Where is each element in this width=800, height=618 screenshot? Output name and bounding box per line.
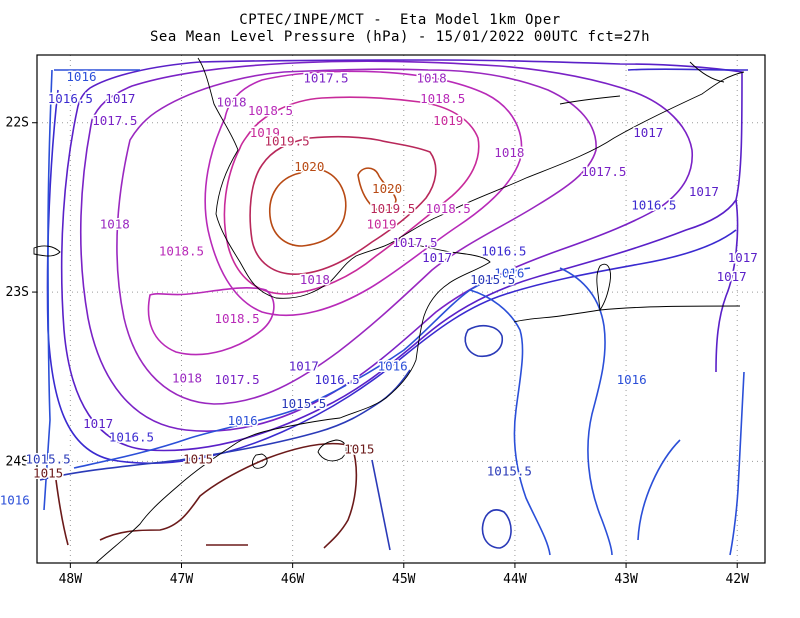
x-tick-label: 44W bbox=[503, 572, 527, 587]
contour-label: 1016.5 bbox=[48, 91, 93, 106]
contour-label: 1019.5 bbox=[370, 201, 415, 216]
contour-label: 1016 bbox=[494, 265, 524, 280]
isobar-1018 bbox=[116, 68, 597, 405]
coastline-segment bbox=[252, 453, 268, 469]
coastline-segment bbox=[689, 61, 725, 83]
contour-label: 1017 bbox=[633, 125, 663, 140]
axis-ticks: 48W 47W 46W 45W 44W 43W 42W 22S 23S 24S bbox=[6, 116, 750, 587]
contour-label: 1018 bbox=[494, 145, 524, 160]
y-tick-label: 23S bbox=[6, 285, 29, 300]
contour-label: 1018.5 bbox=[159, 243, 204, 258]
isobar-1017 bbox=[715, 199, 739, 373]
contour-label: 1018 bbox=[172, 370, 202, 385]
contour-label: 1020 bbox=[372, 181, 402, 196]
contour-label: 1019 bbox=[250, 125, 280, 140]
contour-label: 1018 bbox=[300, 272, 330, 287]
contour-label: 1016 bbox=[617, 372, 647, 387]
contour-label: 1017.5 bbox=[392, 235, 437, 250]
contour-label: 1018 bbox=[216, 94, 246, 109]
contour-label: 1018 bbox=[417, 71, 447, 86]
isobar-1016 bbox=[559, 267, 613, 556]
contour-label: 1017.5 bbox=[303, 71, 348, 86]
isobar-1015_5 bbox=[371, 459, 391, 551]
contour-label: 1019 bbox=[366, 216, 396, 231]
contour-label: 1015.5 bbox=[470, 272, 515, 287]
isobar-1015 bbox=[55, 479, 69, 546]
isobar-1017_5 bbox=[79, 60, 694, 432]
contour-label: 1017.5 bbox=[92, 113, 137, 128]
contour-label: 1017 bbox=[422, 250, 452, 265]
contour-label: 1015 bbox=[344, 442, 374, 457]
contour-label: 1019 bbox=[433, 113, 463, 128]
x-tick-label: 45W bbox=[392, 572, 416, 587]
isobar-1015_5 bbox=[464, 324, 503, 358]
contour-label: 1017 bbox=[728, 250, 758, 265]
contour-label: 1015.5 bbox=[26, 452, 71, 467]
contour-label: 1017 bbox=[717, 269, 747, 284]
x-tick-label: 47W bbox=[170, 572, 194, 587]
isobar-1016 bbox=[729, 371, 745, 556]
isobar-1015 bbox=[323, 445, 358, 549]
contour-label: 1017 bbox=[689, 184, 719, 199]
coastline-segment bbox=[596, 263, 611, 312]
isobar-1019 bbox=[223, 96, 480, 295]
isobar-1016 bbox=[43, 69, 53, 511]
contour-label: 1015.5 bbox=[487, 464, 532, 479]
contour-label: 1016.5 bbox=[109, 430, 154, 445]
contour-label: 1016.5 bbox=[481, 243, 526, 258]
x-tick-label: 43W bbox=[614, 572, 638, 587]
chart-title-line-2: Sea Mean Level Pressure (hPa) - 15/01/20… bbox=[149, 29, 650, 45]
contour-label: 1019.5 bbox=[264, 133, 309, 148]
isobar-1016 bbox=[469, 289, 551, 556]
coastline-segment bbox=[513, 305, 741, 323]
contour-label: 1016.5 bbox=[315, 372, 360, 387]
x-tick-label: 46W bbox=[281, 572, 305, 587]
coastline-segment bbox=[317, 439, 347, 462]
contour-label: 1017.5 bbox=[214, 372, 259, 387]
isobar-1016 bbox=[637, 439, 681, 541]
x-tick-label: 48W bbox=[59, 572, 83, 587]
isobar-1020 bbox=[269, 167, 347, 247]
y-tick-label: 22S bbox=[6, 116, 29, 131]
contour-label: 1015 bbox=[183, 452, 213, 467]
isobar-1018_5 bbox=[147, 287, 275, 356]
chart-title-line-1: CPTEC/INPE/MCT - Eta Model 1km Oper bbox=[239, 12, 561, 28]
isobar-1017 bbox=[60, 59, 743, 452]
contour-label: 1018.5 bbox=[420, 91, 465, 106]
coastline bbox=[33, 57, 745, 564]
isobar-1015 bbox=[99, 442, 353, 541]
coastline-segment bbox=[197, 57, 745, 299]
plot-frame bbox=[36, 54, 766, 564]
contour-label: 1018.5 bbox=[248, 103, 293, 118]
contour-label: 1017 bbox=[105, 91, 135, 106]
contour-label: 1015.5 bbox=[281, 396, 326, 411]
contour-label: 1018.5 bbox=[214, 311, 259, 326]
y-tick-label: 24S bbox=[6, 454, 29, 469]
isobar-1015_5 bbox=[481, 509, 512, 549]
contour-label: 1016.5 bbox=[631, 198, 676, 213]
contour-label: 1017 bbox=[83, 416, 113, 431]
isobar-1019_5 bbox=[249, 135, 437, 275]
contour-label: 1016 bbox=[228, 413, 258, 428]
isobar-1016_5 bbox=[627, 68, 749, 71]
contour-label: 1020 bbox=[294, 159, 324, 174]
coastline-segment bbox=[559, 95, 621, 105]
contour-label: 1017.5 bbox=[581, 164, 626, 179]
contour-label: 1016 bbox=[0, 492, 30, 507]
contour-label: 1016 bbox=[378, 359, 408, 374]
isobar-1018_5 bbox=[204, 70, 523, 316]
isobar-1016_5 bbox=[46, 89, 737, 465]
coastline-segment bbox=[95, 239, 491, 564]
x-tick-label: 42W bbox=[725, 572, 749, 587]
isobar-lines bbox=[39, 59, 749, 556]
isobar-1020 bbox=[357, 167, 397, 212]
contour-label: 1018 bbox=[100, 216, 130, 231]
contour-label: 1016 bbox=[66, 69, 96, 84]
contour-label: 1017 bbox=[289, 359, 319, 374]
coastline-segment bbox=[33, 245, 61, 257]
contour-label: 1015 bbox=[33, 465, 63, 480]
contour-label: 1018.5 bbox=[426, 201, 471, 216]
